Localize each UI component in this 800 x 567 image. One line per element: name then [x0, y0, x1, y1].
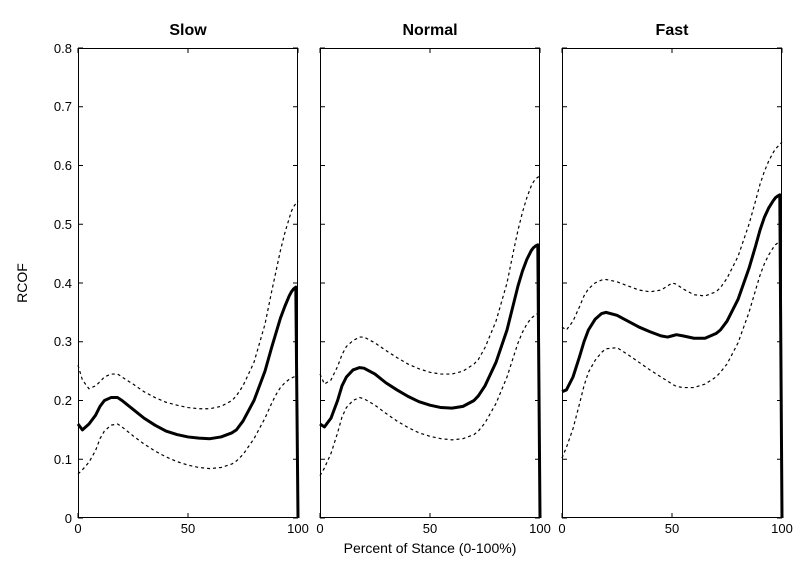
- ytick-label: 0.8: [32, 41, 72, 56]
- rcof-figure: Slow05010000.10.20.30.40.50.60.70.8Norma…: [0, 0, 800, 567]
- axis-box: [79, 49, 298, 518]
- ytick-label: 0.5: [32, 217, 72, 232]
- xtick-label: 0: [305, 521, 335, 536]
- upper-band-line: [562, 142, 782, 330]
- lower-band-line: [320, 312, 540, 475]
- ytick-label: 0.6: [32, 158, 72, 173]
- xtick-label: 0: [547, 521, 577, 536]
- panel-fast: Fast050100: [562, 48, 782, 518]
- xtick-label: 50: [173, 521, 203, 536]
- mean-line: [320, 245, 540, 518]
- xtick-label: 50: [657, 521, 687, 536]
- lower-band-line: [78, 376, 298, 474]
- ytick-label: 0.2: [32, 393, 72, 408]
- panel-normal: Normal050100: [320, 48, 540, 518]
- panel-svg-2: [562, 48, 782, 518]
- ytick-label: 0.3: [32, 334, 72, 349]
- lower-band-line: [562, 241, 782, 458]
- panel-title-2: Fast: [562, 22, 782, 40]
- panel-svg-1: [320, 48, 540, 518]
- upper-band-line: [320, 176, 540, 384]
- panel-slow: Slow05010000.10.20.30.40.50.60.70.8: [78, 48, 298, 518]
- ytick-label: 0: [32, 511, 72, 526]
- panel-svg-0: [78, 48, 298, 518]
- axis-box: [321, 49, 540, 518]
- xtick-label: 100: [767, 521, 797, 536]
- upper-band-line: [78, 201, 298, 409]
- panel-title-1: Normal: [320, 22, 540, 40]
- xtick-label: 50: [415, 521, 445, 536]
- y-axis-label: RCOF: [14, 263, 30, 303]
- x-axis-label: Percent of Stance (0-100%): [280, 540, 580, 556]
- ytick-label: 0.4: [32, 276, 72, 291]
- mean-line: [562, 195, 782, 518]
- ytick-label: 0.7: [32, 99, 72, 114]
- panel-title-0: Slow: [78, 22, 298, 40]
- ytick-label: 0.1: [32, 452, 72, 467]
